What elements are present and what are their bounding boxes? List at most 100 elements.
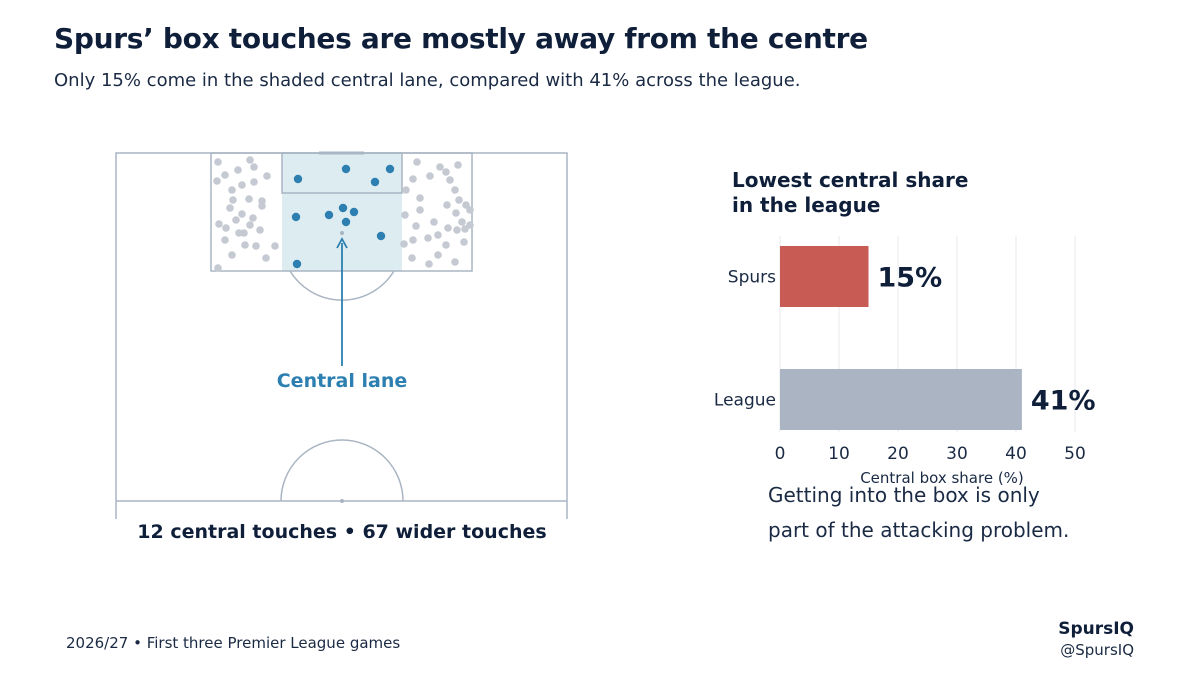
- x-axis-label: Central box share (%): [860, 469, 1024, 487]
- wide-touch-dot: [461, 225, 469, 233]
- wide-touch-dot: [250, 178, 258, 186]
- central-touch-dot: [291, 212, 301, 222]
- wide-touch-dot: [434, 251, 442, 259]
- wide-touch-dot: [425, 260, 433, 268]
- centre-spot: [340, 499, 344, 503]
- central-touch-dot: [293, 174, 303, 184]
- wide-touch-dot: [416, 206, 424, 214]
- x-tick-label: 20: [887, 444, 909, 464]
- wide-touch-dot: [262, 254, 270, 262]
- wide-touch-dot: [412, 222, 420, 230]
- central-touch-dot: [341, 164, 351, 174]
- note-line2: part of the attacking problem.: [768, 518, 1070, 542]
- wide-touch-dot: [443, 201, 451, 209]
- wide-touch-dot: [214, 264, 222, 272]
- wide-touch-dot: [413, 158, 421, 166]
- wide-touch-dot: [401, 211, 409, 219]
- wide-touch-dot: [214, 158, 222, 166]
- wide-touch-dot: [252, 242, 260, 250]
- wide-touch-dot: [232, 216, 240, 224]
- x-tick-label: 30: [946, 444, 968, 464]
- wide-touch-dot: [424, 234, 432, 242]
- wide-touch-dot: [238, 181, 246, 189]
- note-text: Getting into the box is only part of the…: [768, 478, 1088, 548]
- category-label: Spurs: [728, 268, 776, 288]
- wide-touch-dot: [430, 218, 438, 226]
- wide-touch-dot: [234, 166, 242, 174]
- central-touch-dot: [292, 259, 302, 269]
- note-line1: Getting into the box is only: [768, 483, 1040, 507]
- wide-touch-dot: [442, 241, 450, 249]
- wide-touch-dot: [453, 226, 461, 234]
- wide-touch-dot: [452, 209, 460, 217]
- wide-touch-dot: [271, 242, 279, 250]
- bar-league: [780, 369, 1022, 430]
- wide-touch-dot: [408, 254, 416, 262]
- central-touch-dot: [349, 207, 359, 217]
- wide-touch-dot: [454, 161, 462, 169]
- bar-chart-title-line1: Lowest central share: [732, 168, 969, 192]
- brand-handle: @SpursIQ: [1060, 641, 1134, 659]
- footer-season: 2026/27 • First three Premier League gam…: [66, 634, 401, 652]
- wide-touch-dot: [215, 220, 223, 228]
- wide-touch-dot: [238, 210, 246, 218]
- wide-touch-dot: [221, 171, 229, 179]
- central-touch-dot: [341, 217, 351, 227]
- central-touch-dot: [324, 210, 334, 220]
- wide-touch-dot: [436, 163, 444, 171]
- pitch-map: [115, 151, 568, 519]
- wide-touch-dot: [466, 206, 474, 214]
- bar-chart-title: Lowest central share in the league: [732, 168, 968, 218]
- wide-touch-dot: [400, 240, 408, 248]
- centre-circle: [280, 439, 404, 502]
- page-title: Spurs’ box touches are mostly away from …: [54, 22, 868, 55]
- wide-touch-dot: [416, 194, 424, 202]
- wide-touch-dot: [442, 168, 450, 176]
- wide-touch-dot: [402, 186, 410, 194]
- wide-touch-dot: [241, 241, 249, 249]
- wide-touch-dot: [235, 229, 243, 237]
- category-label: League: [714, 391, 776, 411]
- bar-chart-title-line2: in the league: [732, 193, 881, 217]
- wide-touch-dot: [458, 218, 466, 226]
- wide-touch-dot: [455, 196, 463, 204]
- wide-touch-dot: [446, 176, 454, 184]
- x-tick-label: 50: [1064, 444, 1086, 464]
- wide-touch-dot: [256, 226, 264, 234]
- x-tick-label: 0: [775, 444, 786, 464]
- wide-touch-dot: [249, 214, 257, 222]
- brand-name: SpursIQ: [1058, 619, 1134, 639]
- bar-spurs: [780, 246, 869, 307]
- pitch-caption: 12 central touches • 67 wider touches: [137, 521, 547, 543]
- wide-touch-dot: [245, 195, 253, 203]
- lane-arrow-head: [336, 237, 348, 249]
- x-tick-label: 10: [828, 444, 850, 464]
- value-label: 41%: [1031, 386, 1096, 417]
- central-touch-dot: [385, 164, 395, 174]
- wide-touch-dot: [226, 204, 234, 212]
- wide-touch-dot: [229, 196, 237, 204]
- wide-touch-dot: [246, 156, 254, 164]
- wide-touch-dot: [451, 258, 459, 266]
- wide-touch-dot: [228, 251, 236, 259]
- central-lane-label: Central lane: [276, 370, 408, 392]
- wide-touch-dot: [434, 231, 442, 239]
- wide-touch-dot: [228, 186, 236, 194]
- wide-touch-dot: [451, 186, 459, 194]
- wide-touch-dot: [426, 172, 434, 180]
- wide-touch-dot: [221, 236, 229, 244]
- wide-touch-dot: [409, 236, 417, 244]
- wide-touch-dot: [444, 224, 452, 232]
- wide-touch-dot: [250, 163, 258, 171]
- brand-block: SpursIQ @SpursIQ: [1058, 618, 1134, 660]
- penalty-spot: [340, 231, 344, 235]
- value-label: 15%: [878, 263, 943, 294]
- wide-touch-dot: [258, 202, 266, 210]
- x-tick-label: 40: [1005, 444, 1027, 464]
- central-touch-dot: [338, 203, 348, 213]
- wide-touch-dot: [246, 221, 254, 229]
- wide-touch-dot: [213, 177, 221, 185]
- wide-touch-dot: [460, 238, 468, 246]
- central-touch-dot: [370, 177, 380, 187]
